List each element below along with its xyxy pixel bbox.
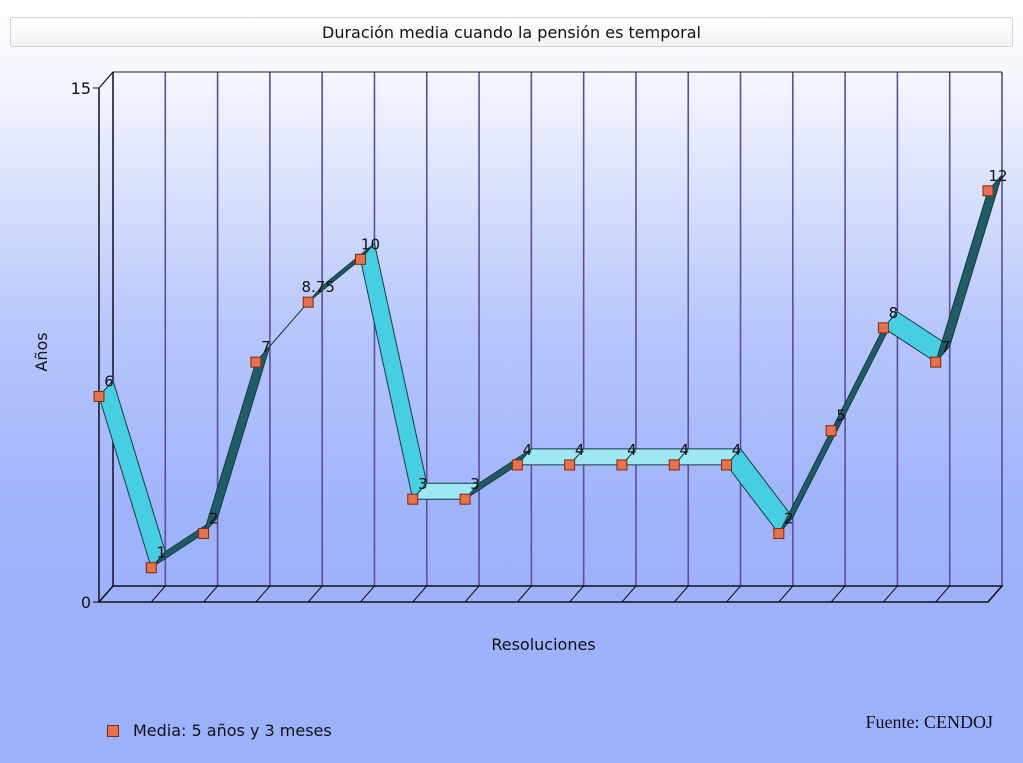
data-point	[145, 562, 157, 574]
data-label: 10	[361, 235, 380, 253]
data-label: 2	[209, 509, 219, 527]
ribbon-segment	[98, 379, 166, 569]
data-point	[459, 493, 471, 505]
floor-divider	[778, 585, 794, 603]
data-label: 5	[836, 407, 846, 425]
floor-divider	[98, 585, 114, 603]
floor-divider	[830, 585, 846, 603]
data-label: 7	[261, 338, 271, 356]
data-label: 1	[157, 544, 167, 562]
data-point	[250, 356, 262, 368]
data-label: 8	[889, 304, 899, 322]
data-label: 4	[627, 441, 637, 459]
floor-divider	[203, 585, 218, 603]
x-axis-label: Resoluciones	[491, 635, 595, 654]
floor-divider	[621, 585, 637, 603]
data-point	[825, 425, 837, 437]
data-label: 7	[941, 338, 951, 356]
ribbon-segment	[359, 242, 428, 501]
floor-divider	[516, 585, 532, 603]
y-tick-label: 15	[71, 79, 91, 98]
chart-title: Duración media cuando la pensión es temp…	[10, 17, 1013, 47]
data-label: 6	[104, 372, 114, 390]
floor-divider	[360, 585, 375, 603]
ribbon-segment	[725, 448, 794, 535]
data-label: 4	[732, 441, 742, 459]
data-point	[302, 296, 314, 308]
floor-divider	[307, 585, 323, 603]
floor-divider	[569, 585, 585, 603]
data-point	[354, 253, 366, 265]
ribbon-segment	[935, 174, 1003, 363]
data-label: 4	[523, 441, 533, 459]
data-label: 3	[418, 475, 428, 493]
y-axis-label: Años	[32, 332, 51, 371]
data-point	[198, 527, 210, 539]
data-label: 12	[988, 167, 1007, 185]
data-point	[407, 493, 419, 505]
floor-divider	[150, 585, 166, 603]
floor-divider	[412, 585, 428, 603]
data-label: 4	[679, 441, 689, 459]
floor-divider	[935, 585, 951, 603]
data-point	[721, 459, 733, 471]
legend-label: Media: 5 años y 3 meses	[133, 721, 332, 740]
data-point	[616, 459, 628, 471]
data-label: 8.75	[301, 278, 334, 296]
legend-marker-icon	[107, 724, 119, 737]
legend: Media: 5 años y 3 meses	[107, 721, 332, 740]
data-point	[930, 356, 942, 368]
data-point	[773, 527, 785, 539]
data-point	[511, 459, 523, 471]
floor-divider	[673, 585, 689, 603]
floor-divider	[255, 585, 271, 603]
y-axis-top-edge	[98, 71, 114, 89]
data-label: 2	[784, 509, 794, 527]
y-tick-label: 0	[81, 593, 91, 612]
data-label: 3	[470, 475, 480, 493]
data-point	[668, 459, 680, 471]
data-point	[93, 390, 105, 402]
data-point	[982, 185, 994, 197]
data-point	[564, 459, 576, 471]
floor	[97, 585, 1004, 603]
floor-divider	[464, 585, 480, 603]
data-point	[877, 322, 889, 334]
floor-divider	[883, 585, 898, 603]
ribbon-segment	[203, 345, 271, 534]
data-label: 4	[575, 441, 585, 459]
source-note: Fuente: CENDOJ	[865, 712, 994, 732]
floor-divider	[726, 585, 741, 603]
floor-divider	[987, 585, 1003, 603]
